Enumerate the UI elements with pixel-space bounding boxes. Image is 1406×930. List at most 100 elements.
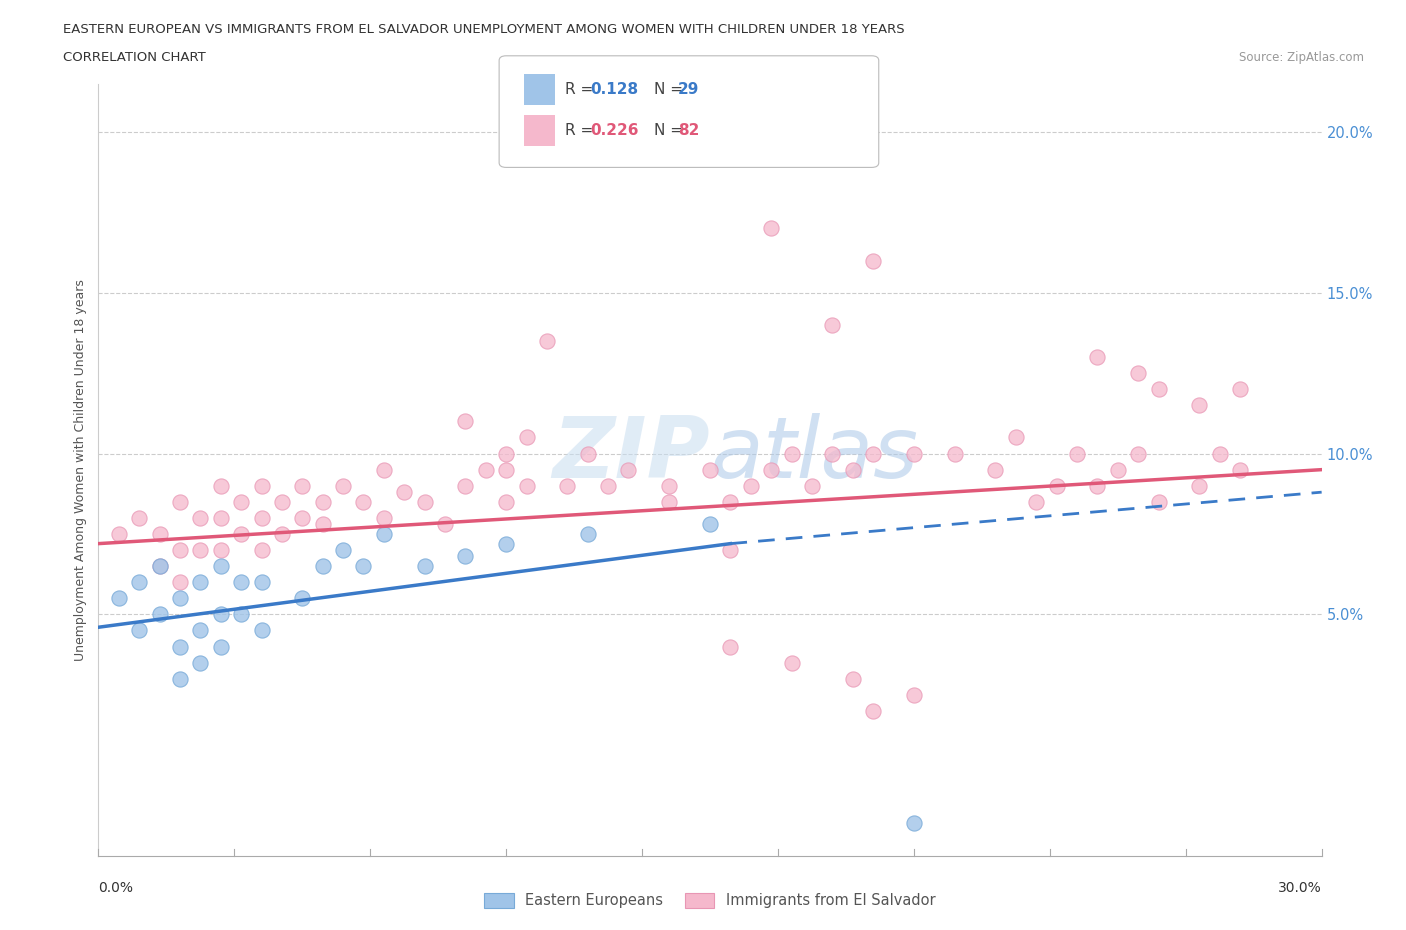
Point xyxy=(128,623,150,638)
Point xyxy=(270,526,294,541)
Text: EASTERN EUROPEAN VS IMMIGRANTS FROM EL SALVADOR UNEMPLOYMENT AMONG WOMEN WITH CH: EASTERN EUROPEAN VS IMMIGRANTS FROM EL S… xyxy=(63,23,905,36)
Point xyxy=(903,816,925,830)
Point xyxy=(108,526,131,541)
Point xyxy=(761,221,783,236)
Point xyxy=(1188,398,1211,413)
Point xyxy=(188,542,212,557)
Point xyxy=(617,462,640,477)
Point xyxy=(434,517,457,532)
Text: CORRELATION CHART: CORRELATION CHART xyxy=(63,51,207,64)
Point xyxy=(108,591,131,605)
Point xyxy=(862,253,884,268)
Point xyxy=(841,462,863,477)
Text: R =: R = xyxy=(565,82,599,97)
Point xyxy=(780,446,803,461)
Point xyxy=(312,517,335,532)
Point xyxy=(149,559,172,574)
Text: 0.226: 0.226 xyxy=(591,123,638,138)
Point xyxy=(454,414,477,429)
Point xyxy=(699,517,721,532)
Point xyxy=(658,495,681,510)
Point xyxy=(209,639,232,654)
Point xyxy=(740,478,762,493)
Point xyxy=(169,542,191,557)
Point xyxy=(1025,495,1047,510)
Point xyxy=(761,462,783,477)
Text: 29: 29 xyxy=(678,82,699,97)
Point xyxy=(128,575,150,590)
Point xyxy=(780,655,803,670)
Point xyxy=(250,542,273,557)
Point xyxy=(454,478,477,493)
Point xyxy=(209,607,232,622)
Point xyxy=(188,511,212,525)
Point xyxy=(555,478,579,493)
Point xyxy=(332,478,354,493)
Point xyxy=(1107,462,1129,477)
Point xyxy=(413,495,436,510)
Text: 30.0%: 30.0% xyxy=(1278,882,1322,896)
Point xyxy=(209,478,232,493)
Point xyxy=(209,511,232,525)
Point xyxy=(209,542,232,557)
Point xyxy=(1128,446,1150,461)
Point xyxy=(1229,462,1251,477)
Point xyxy=(801,478,824,493)
Point xyxy=(149,559,172,574)
Point xyxy=(250,478,273,493)
Point xyxy=(862,446,884,461)
Point xyxy=(821,446,844,461)
Point xyxy=(149,607,172,622)
Point xyxy=(495,446,517,461)
Point xyxy=(352,495,374,510)
Point xyxy=(169,671,191,686)
Point xyxy=(169,591,191,605)
Point xyxy=(270,495,294,510)
Text: atlas: atlas xyxy=(710,413,918,496)
Point xyxy=(495,537,517,551)
Point xyxy=(250,575,273,590)
Point xyxy=(1085,350,1108,365)
Point xyxy=(862,703,884,718)
Point xyxy=(231,575,253,590)
Point xyxy=(291,478,314,493)
Point xyxy=(1147,382,1170,397)
Point xyxy=(231,495,253,510)
Point xyxy=(1147,495,1170,510)
Point xyxy=(474,462,498,477)
Text: 0.128: 0.128 xyxy=(591,82,638,97)
Point xyxy=(903,446,925,461)
Point xyxy=(149,526,172,541)
Point xyxy=(841,671,863,686)
Point xyxy=(312,495,335,510)
Point xyxy=(188,655,212,670)
Text: 82: 82 xyxy=(678,123,699,138)
Point xyxy=(373,462,395,477)
Point xyxy=(576,446,599,461)
Text: ZIP: ZIP xyxy=(553,413,710,496)
Point xyxy=(169,639,191,654)
Point xyxy=(903,687,925,702)
Text: N =: N = xyxy=(654,82,688,97)
Point xyxy=(516,478,538,493)
Point xyxy=(1188,478,1211,493)
Point xyxy=(454,549,477,564)
Point xyxy=(1045,478,1069,493)
Point xyxy=(718,542,742,557)
Point xyxy=(1128,365,1150,380)
Point xyxy=(1229,382,1251,397)
Point xyxy=(392,485,416,499)
Point xyxy=(699,462,721,477)
Text: N =: N = xyxy=(654,123,688,138)
Text: R =: R = xyxy=(565,123,599,138)
Point xyxy=(169,575,191,590)
Point xyxy=(188,575,212,590)
Point xyxy=(821,317,844,332)
Point xyxy=(1066,446,1088,461)
Point xyxy=(718,639,742,654)
Point xyxy=(943,446,966,461)
Point xyxy=(516,430,538,445)
Point xyxy=(984,462,1007,477)
Point xyxy=(718,495,742,510)
Text: 0.0%: 0.0% xyxy=(98,882,134,896)
